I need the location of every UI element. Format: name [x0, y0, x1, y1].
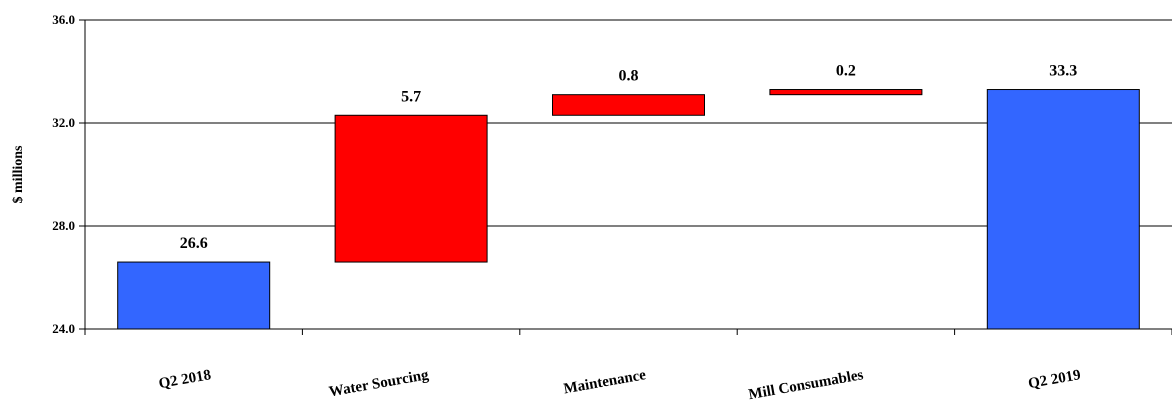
- data-label: 5.7: [401, 88, 421, 105]
- bar-q2-2018: [117, 261, 271, 330]
- x-category-label: Maintenance: [562, 367, 647, 397]
- data-label: 33.3: [1049, 63, 1077, 80]
- y-axis-label: $ millions: [11, 145, 26, 204]
- y-tick-label: 28.0: [52, 218, 75, 233]
- x-category-label: Water Sourcing: [328, 367, 430, 400]
- x-category-label: Q2 2018: [157, 367, 212, 392]
- data-label: 26.6: [180, 235, 208, 252]
- data-labels: 26.6 5.7 0.8 0.2 33.3: [180, 63, 1078, 253]
- y-tick-label: 32.0: [52, 115, 75, 130]
- y-tick-labels: 24.0 28.0 32.0 36.0: [52, 12, 75, 336]
- y-tick-label: 36.0: [52, 12, 75, 27]
- y-tick-label: 24.0: [52, 321, 75, 336]
- x-category-labels: Q2 2018 Water Sourcing Maintenance Mill Con…: [157, 367, 1081, 403]
- x-category-label: Q2 2019: [1027, 367, 1082, 392]
- data-label: 0.8: [619, 68, 639, 85]
- x-category-label: Mill Consumables: [747, 367, 864, 403]
- bars: [117, 89, 1140, 330]
- axes: [79, 19, 1172, 335]
- bar-maintenance: [552, 94, 705, 116]
- data-label: 0.2: [836, 63, 856, 80]
- bar-water-sourcing: [334, 114, 488, 263]
- bar-mill-consumables: [769, 89, 923, 96]
- bar-q2-2019: [986, 89, 1140, 330]
